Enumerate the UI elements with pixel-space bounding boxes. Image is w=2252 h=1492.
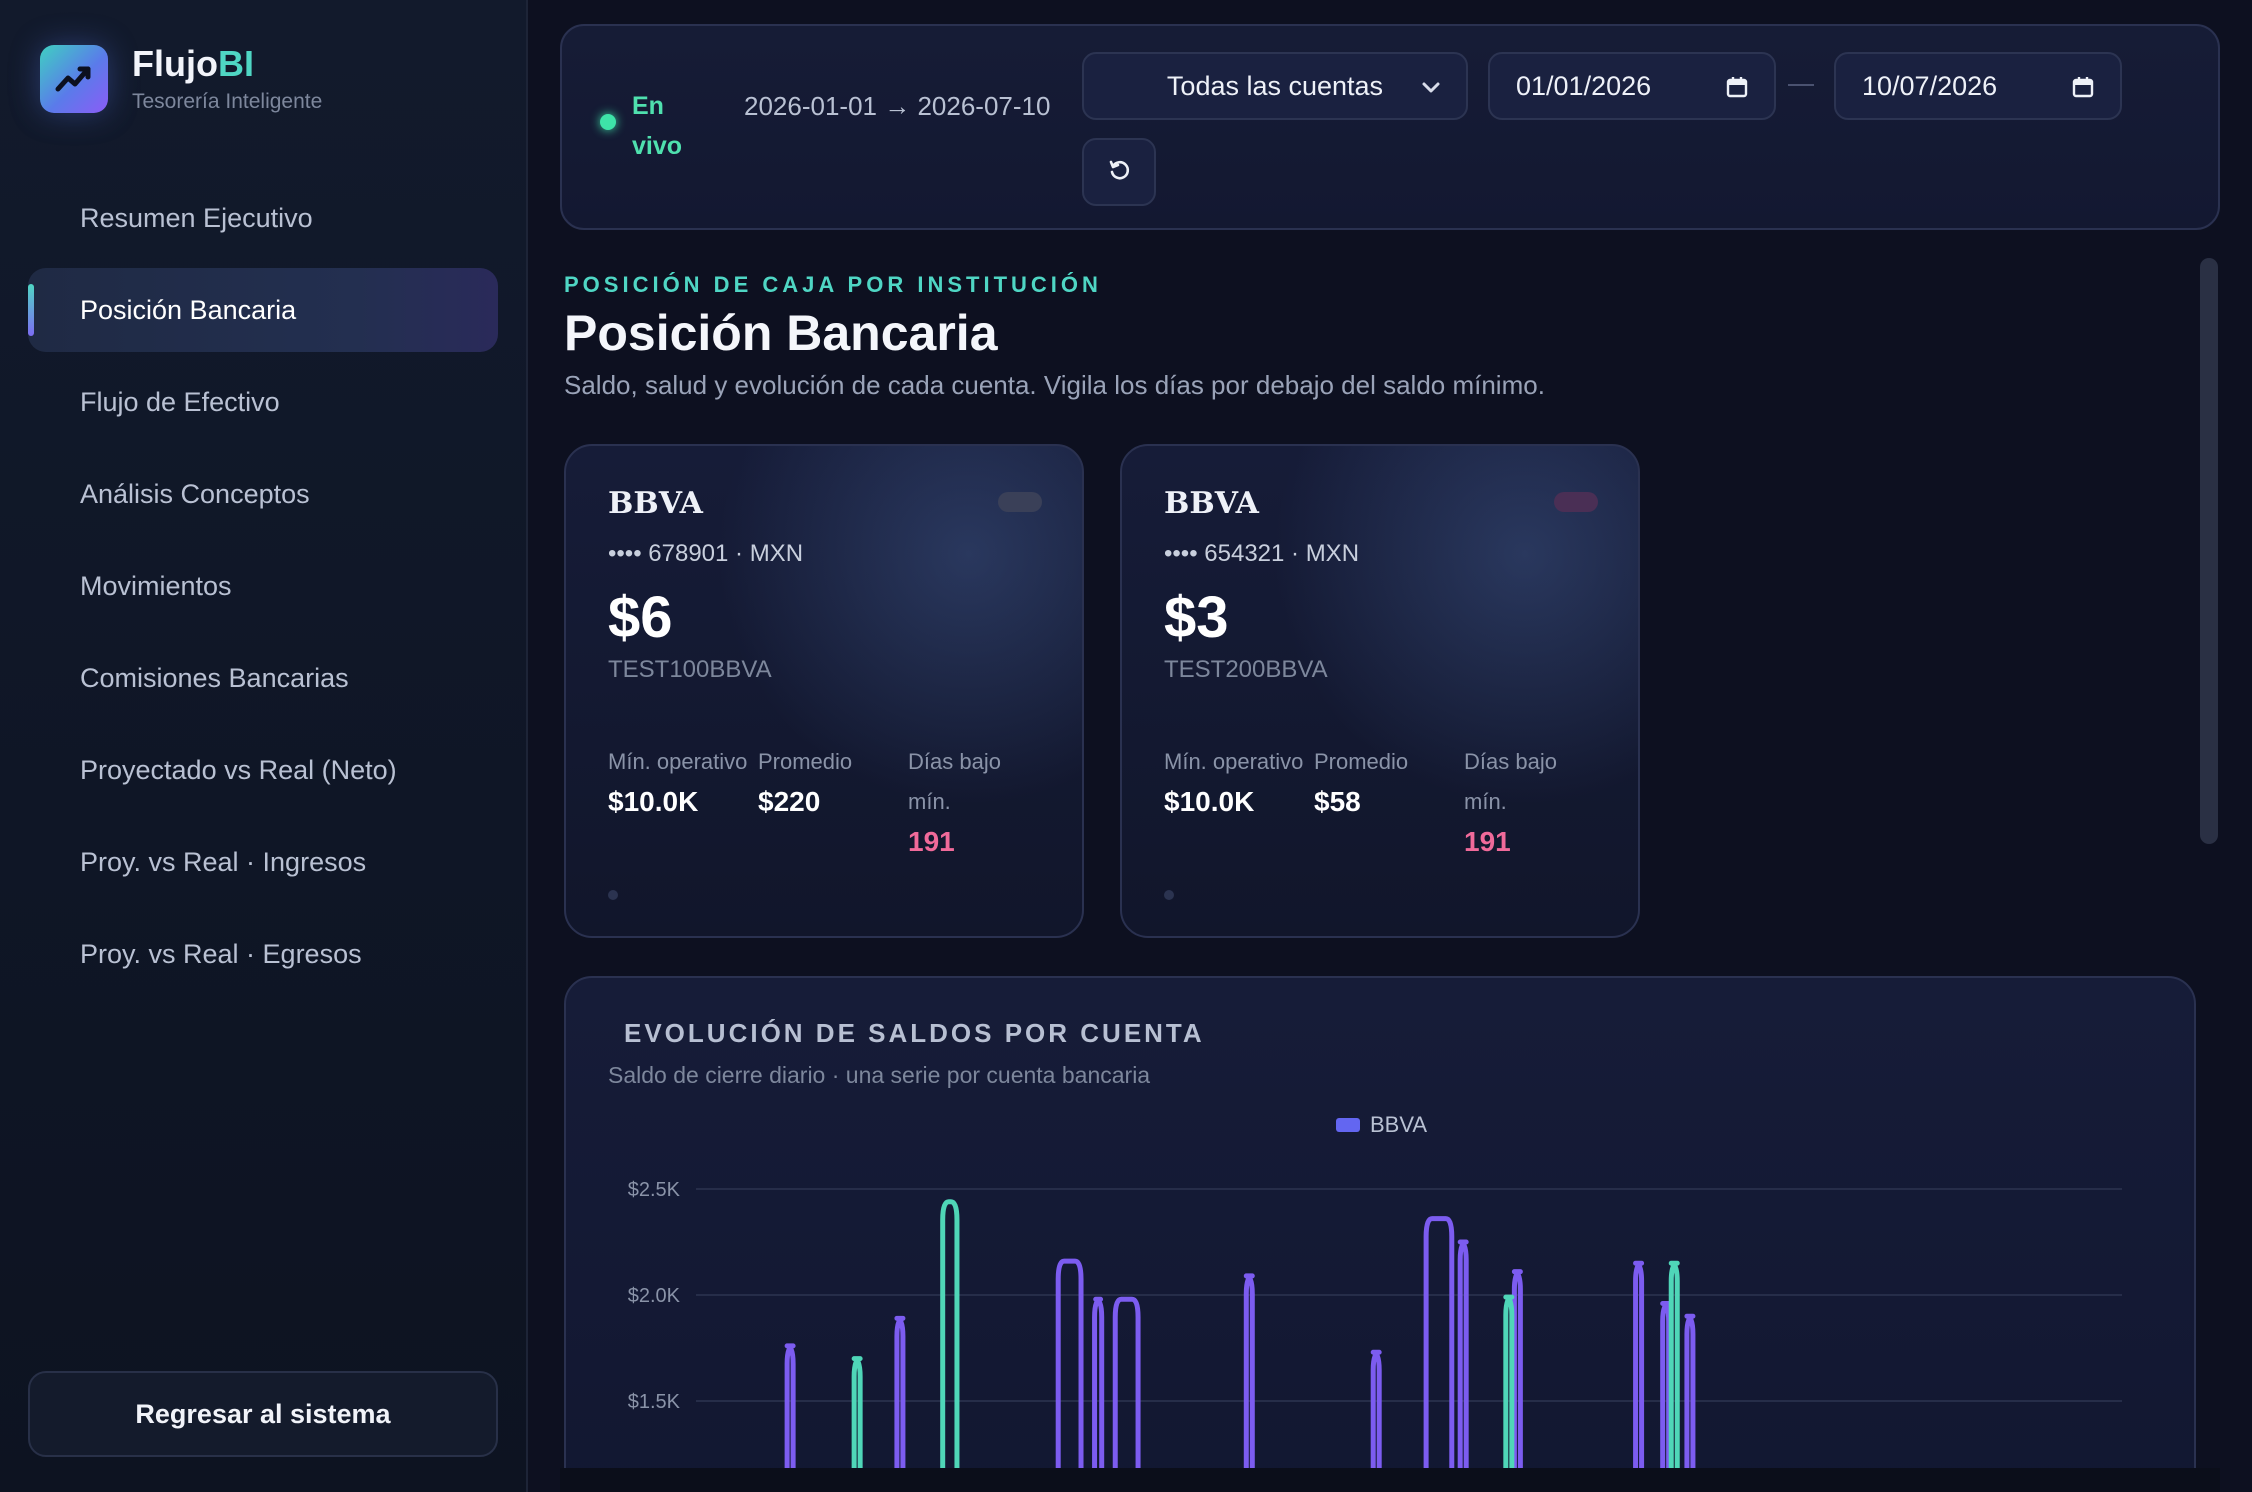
series-spike: [1668, 1260, 1680, 1492]
card-balance: $6: [608, 585, 673, 650]
balance-evolution-chart-panel: EVOLUCIÓN DE SALDOS POR CUENTA Saldo de …: [564, 976, 2196, 1492]
stat-value: $220: [758, 786, 821, 817]
stat-value: $10.0K: [608, 786, 699, 817]
back-to-system-button[interactable]: Regresar al sistema: [28, 1371, 498, 1457]
brand-tagline: Tesorería Inteligente: [132, 90, 323, 113]
stat-label: Mín. operativo: [1164, 749, 1304, 774]
series-spike: [1633, 1260, 1645, 1492]
sidebar-item-proy-vs-real-ingresos[interactable]: Proy. vs Real · Ingresos: [80, 846, 367, 877]
y-tick-label: $2.5K: [628, 1179, 681, 1201]
chevron-down-icon: [1418, 74, 1444, 107]
chart-subtitle: Saldo de cierre diario · una serie por c…: [608, 1062, 1151, 1088]
card-dot: [608, 890, 618, 900]
series-spike: [940, 1199, 960, 1492]
series-spike: [1457, 1239, 1469, 1492]
account-select-value: Todas las cuentas: [1166, 70, 1384, 101]
sidebar-item-resumen-ejecutivo[interactable]: Resumen Ejecutivo: [80, 202, 313, 233]
series-spike: [1511, 1269, 1523, 1492]
card-bank-name: BBVA: [1164, 486, 1259, 521]
card-stat-avg: Promedio $220: [758, 742, 898, 822]
date-to-input[interactable]: 10/07/2026: [1834, 52, 2122, 120]
date-separator: [1788, 84, 1814, 86]
date-from-input[interactable]: 01/01/2026: [1488, 52, 1776, 120]
stat-label: Días bajo mín.: [1464, 749, 1557, 814]
live-indicator: En vivo: [600, 86, 692, 166]
card-account-code: TEST100BBVA: [608, 656, 772, 683]
card-stat-avg: Promedio $58: [1314, 742, 1454, 822]
stat-value: 191: [1464, 826, 1511, 857]
brand-name: FlujoBI: [132, 43, 254, 84]
card-stat-days-below: Días bajo mín. 191: [1464, 742, 1604, 862]
card-stat-min: Mín. operativo $10.0K: [1164, 742, 1304, 822]
series-spike: [1243, 1273, 1255, 1492]
card-balance: $3: [1164, 585, 1229, 650]
stat-label: Mín. operativo: [608, 749, 748, 774]
card-account-number: •••• 678901 · MXN: [608, 540, 804, 567]
calendar-icon[interactable]: [2070, 74, 2096, 107]
date-from-value: 01/01/2026: [1516, 70, 1652, 101]
sidebar-item-flujo-de-efectivo[interactable]: Flujo de Efectivo: [80, 386, 280, 417]
scrollbar-thumb[interactable]: [2200, 258, 2218, 844]
account-card[interactable]: BBVA •••• 678901 · MXN $6 TEST100BBVA Mí…: [564, 444, 1084, 938]
card-account-code: TEST200BBVA: [1164, 656, 1328, 683]
live-label: En vivo: [632, 92, 683, 160]
series-spike: [1370, 1349, 1382, 1492]
series-spike: [1092, 1296, 1105, 1492]
series-spike: [1503, 1294, 1515, 1492]
account-card[interactable]: BBVA •••• 654321 · MXN $3 TEST200BBVA Mí…: [1120, 444, 1640, 938]
sidebar: FlujoBI Tesorería Inteligente Resumen Ej…: [0, 0, 528, 1492]
sidebar-item-proyectado-vs-real-neto[interactable]: Proyectado vs Real (Neto): [80, 754, 397, 785]
y-tick-label: $2.0K: [628, 1285, 681, 1307]
brand-accent: BI: [217, 43, 254, 84]
sidebar-item-posicion-bancaria[interactable]: Posición Bancaria: [28, 268, 498, 352]
filter-bar: En vivo 2026-01-01 → 2026-07-10 Todas la…: [560, 24, 2220, 230]
series-spike: [1055, 1258, 1084, 1492]
sidebar-item-analisis-conceptos[interactable]: Análisis Conceptos: [80, 478, 310, 509]
live-dot-icon: [600, 114, 616, 130]
page-subtitle: Saldo, salud y evolución de cada cuenta.…: [564, 370, 1545, 400]
sidebar-item-proy-vs-real-egresos[interactable]: Proy. vs Real · Egresos: [80, 938, 362, 969]
card-account-number: •••• 654321 · MXN: [1164, 540, 1360, 567]
card-bank-name: BBVA: [608, 486, 703, 521]
refresh-button[interactable]: [1082, 138, 1156, 206]
page-eyebrow: POSICIÓN DE CAJA POR INSTITUCIÓN: [564, 272, 1102, 297]
stat-label: Promedio: [758, 749, 853, 774]
legend-label: BBVA: [1370, 1112, 1428, 1137]
series-spike: [1660, 1300, 1672, 1492]
calendar-icon[interactable]: [1724, 74, 1750, 107]
refresh-icon: [1106, 157, 1132, 188]
trend-up-icon: [40, 45, 108, 113]
page-title: Posición Bancaria: [564, 305, 998, 361]
brand[interactable]: FlujoBI Tesorería Inteligente: [40, 44, 322, 114]
stat-value: $10.0K: [1164, 786, 1255, 817]
card-dot: [1164, 890, 1174, 900]
stat-label: Días bajo mín.: [908, 749, 1001, 814]
date-to-value: 10/07/2026: [1862, 70, 1998, 101]
series-spike: [894, 1315, 906, 1492]
chart-title: EVOLUCIÓN DE SALDOS POR CUENTA: [624, 1018, 1205, 1048]
series-spike: [1112, 1296, 1141, 1492]
sidebar-item-movimientos[interactable]: Movimientos: [80, 570, 232, 601]
bottom-edge: [560, 1468, 2220, 1492]
card-stat-min: Mín. operativo $10.0K: [608, 742, 748, 822]
sidebar-item-comisiones-bancarias[interactable]: Comisiones Bancarias: [80, 662, 349, 693]
series-spike: [1423, 1216, 1455, 1492]
chart-legend[interactable]: BBVA: [1336, 1112, 1427, 1138]
sidebar-nav: Resumen Ejecutivo Posición Bancaria Fluj…: [28, 176, 498, 1004]
card-stat-days-below: Días bajo mín. 191: [908, 742, 1048, 862]
stat-value: $58: [1314, 786, 1361, 817]
y-tick-label: $1.5K: [628, 1391, 681, 1413]
balance-line-chart[interactable]: $2.5K $2.0K $1.5K: [566, 978, 2196, 1492]
card-status-pill: [998, 492, 1042, 512]
series-spike: [851, 1356, 863, 1492]
series-spike: [1684, 1313, 1696, 1492]
legend-swatch: [1336, 1118, 1360, 1132]
stat-value: 191: [908, 826, 955, 857]
stat-label: Promedio: [1314, 749, 1409, 774]
series-spike: [784, 1343, 796, 1492]
card-status-pill: [1554, 492, 1598, 512]
account-select[interactable]: Todas las cuentas: [1082, 52, 1468, 120]
date-range-text: 2026-01-01 → 2026-07-10: [744, 91, 1051, 121]
